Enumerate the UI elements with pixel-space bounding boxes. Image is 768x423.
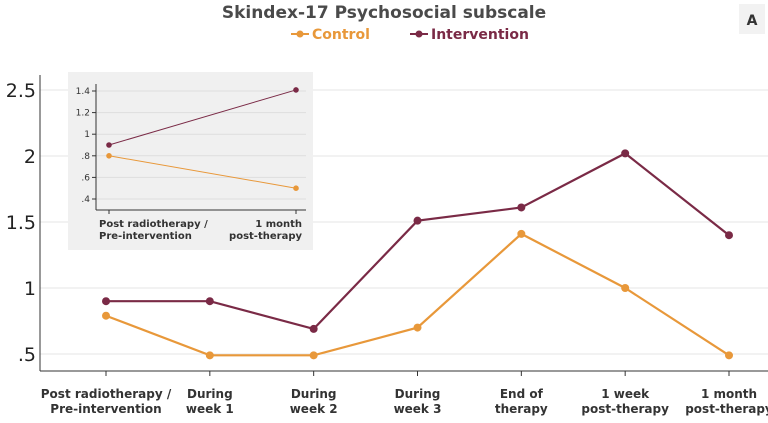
inset-series-line-control [108, 155, 297, 189]
inset-point-intervention [106, 142, 112, 148]
x-tick-label: 1 month post-therapy [685, 387, 768, 416]
inset-series [106, 87, 299, 191]
main-series [102, 149, 733, 360]
inset-point-intervention [293, 87, 299, 93]
panel-label: A [747, 13, 758, 29]
inset-y-tick-label: 1.4 [76, 87, 91, 97]
inset-y-tick-label: 1.2 [76, 109, 90, 119]
main-axes: .5 1 1.5 2 2.5 Post radiotherapy / Pre-interve… [6, 75, 768, 416]
inset-point-control [106, 153, 112, 159]
x-tick-label: End of therapy [495, 387, 548, 416]
x-tick-label: During week 1 [186, 387, 234, 416]
point-control [621, 284, 630, 292]
point-intervention [205, 297, 214, 306]
x-tick-label: 1 week post-therapy [581, 387, 669, 416]
point-intervention [309, 324, 318, 333]
point-intervention [102, 297, 110, 306]
inset-gridlines [96, 90, 306, 200]
legend-item-intervention: Intervention [410, 27, 529, 43]
inset-x-tick-label: 1 month post-therapy [229, 219, 302, 242]
inset-y-tick-label: 1 [84, 130, 90, 140]
panel-label-box: A [739, 4, 765, 34]
inset-series-line-intervention [108, 89, 297, 146]
legend-marker-control [296, 30, 304, 38]
point-intervention [621, 149, 630, 158]
inset-background [68, 72, 313, 250]
point-control [205, 351, 214, 360]
inset-y-tick-label: .8 [81, 152, 90, 162]
point-control [413, 323, 422, 332]
legend-label-control: Control [312, 27, 370, 43]
inset-y-tick-label: .4 [81, 195, 90, 205]
legend-item-control: Control [291, 27, 370, 43]
y-tick-label: 1.5 [6, 212, 36, 234]
y-tick-label: 2.5 [6, 80, 36, 102]
inset-point-control [293, 185, 299, 191]
legend: Control Intervention [291, 27, 529, 43]
x-tick-label: During week 2 [290, 387, 338, 416]
inset-x-tick-label: Post radiotherapy / Pre-intervention [99, 219, 208, 242]
point-control [725, 351, 733, 360]
point-control [309, 351, 318, 360]
series-line-control [105, 232, 730, 357]
y-tick-label: .5 [18, 344, 36, 366]
chart-title: Skindex-17 Psychosocial subscale [222, 3, 546, 23]
legend-marker-intervention [415, 30, 423, 38]
inset-panel: .4 .6 .8 1 1.2 1.4 Post radiotherapy / Pre-inte… [68, 72, 313, 250]
y-tick-label: 1 [24, 278, 36, 300]
inset-y-tick-label: .6 [81, 173, 90, 183]
x-tick-label: Post radiotherapy / Pre-intervention [41, 387, 172, 416]
point-intervention [725, 231, 733, 240]
point-control [102, 311, 110, 320]
x-tick-label: During week 3 [394, 387, 442, 416]
point-intervention [517, 203, 526, 212]
y-tick-label: 2 [24, 146, 36, 168]
legend-label-intervention: Intervention [431, 27, 529, 43]
point-control [517, 229, 526, 238]
point-intervention [413, 216, 422, 225]
inset-axes: .4 .6 .8 1 1.2 1.4 Post radiotherapy / Pre-inte… [76, 84, 306, 242]
